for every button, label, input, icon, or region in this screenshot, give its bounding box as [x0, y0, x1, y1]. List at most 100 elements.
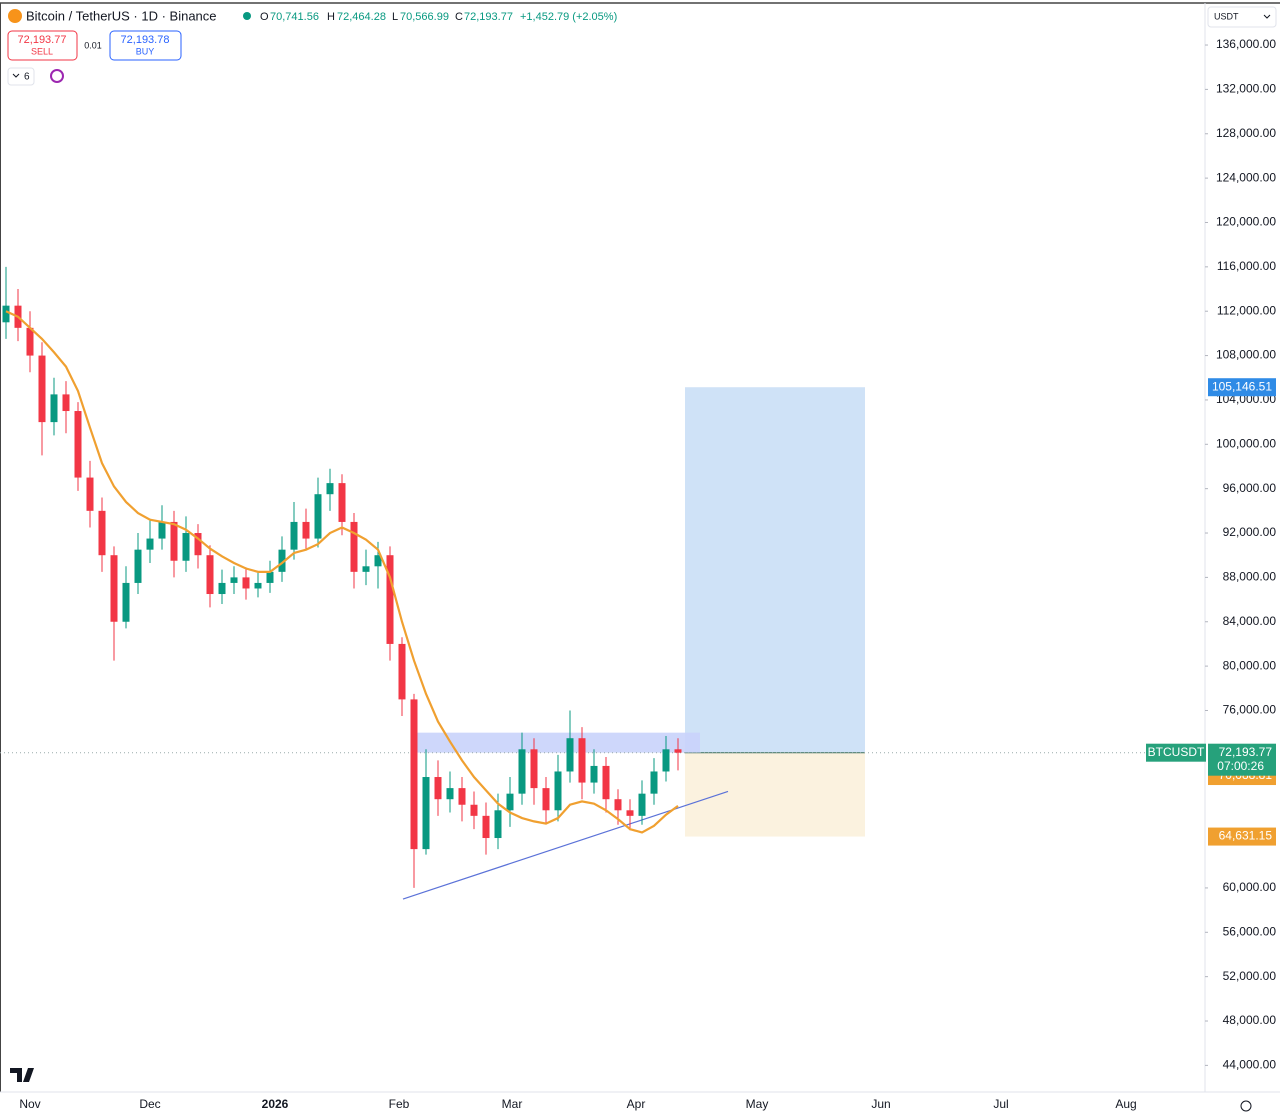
candle-body	[122, 582, 130, 622]
y-tick-label: 52,000.00	[1223, 969, 1277, 983]
candle-body	[134, 549, 142, 583]
sell-price: 72,193.77	[18, 34, 67, 46]
candle-body	[314, 494, 322, 539]
candle-body	[62, 394, 70, 412]
y-tick-label: 88,000.00	[1223, 570, 1277, 584]
candle-body	[302, 521, 310, 539]
x-tick-label: Dec	[139, 1097, 160, 1111]
candle-body	[410, 699, 418, 850]
y-tick-label: 120,000.00	[1216, 215, 1276, 229]
candle-body	[458, 788, 466, 805]
candle-body	[578, 738, 586, 783]
candle-body	[386, 555, 394, 644]
indicators-toggle[interactable]	[7, 67, 35, 86]
candle-body	[662, 749, 670, 772]
y-tick-label: 116,000.00	[1217, 259, 1276, 273]
candle-body	[194, 533, 202, 556]
candle-body	[2, 305, 10, 323]
x-tick-label: May	[746, 1097, 769, 1111]
y-tick-label: 112,000.00	[1217, 303, 1276, 317]
y-tick-label: 44,000.00	[1223, 1058, 1277, 1072]
candle-body	[278, 549, 286, 572]
candle-body	[494, 810, 502, 839]
candle-body	[518, 749, 526, 794]
profit-zone	[685, 387, 865, 753]
price-badge	[1208, 378, 1276, 397]
price-badge	[1208, 827, 1276, 846]
ohlc-value: 70,741.56	[270, 11, 319, 23]
candle-body	[146, 538, 154, 550]
candle-body	[350, 521, 358, 572]
candle-body	[110, 555, 118, 622]
candle-body	[182, 533, 190, 561]
candle-body	[170, 521, 178, 561]
buy-button[interactable]	[109, 30, 182, 61]
candle-body	[638, 793, 646, 816]
y-tick-label: 100,000.00	[1216, 436, 1276, 450]
x-tick-label: Mar	[502, 1097, 523, 1111]
status-dot	[243, 12, 251, 20]
chevron-icon	[12, 73, 20, 78]
candle-body	[338, 483, 346, 522]
sell-button[interactable]	[7, 30, 78, 61]
coin-icon	[8, 9, 22, 23]
x-tick-label: 2026	[262, 1097, 289, 1111]
sync-icon[interactable]	[50, 69, 64, 83]
candle-body	[422, 777, 430, 850]
candle-body	[590, 765, 598, 783]
symbol-badge	[1146, 743, 1206, 762]
y-tick-label: 84,000.00	[1223, 614, 1277, 628]
x-tick-label: Nov	[19, 1097, 40, 1111]
countdown: 07:00:26	[1217, 759, 1264, 773]
candle-body	[602, 765, 610, 800]
loss-zone	[685, 752, 865, 837]
candle-body	[482, 815, 490, 839]
y-tick-label: 108,000.00	[1216, 348, 1276, 362]
y-tick-label: 136,000.00	[1216, 37, 1276, 51]
candle-body	[398, 643, 406, 700]
ohlc-label: H	[327, 11, 335, 23]
candle-body	[434, 777, 442, 800]
y-tick-label: 76,000.00	[1223, 703, 1277, 717]
candle-body	[470, 804, 478, 816]
candle-body	[362, 566, 370, 572]
candle-body	[74, 411, 82, 478]
y-tick-label: 60,000.00	[1223, 880, 1277, 894]
candle-body	[542, 788, 550, 811]
y-tick-label: 128,000.00	[1216, 126, 1276, 140]
logo	[10, 1068, 34, 1082]
buy-label: BUY	[136, 46, 155, 56]
price-badge-label: 105,146.51	[1212, 379, 1272, 393]
candle-body	[26, 327, 34, 356]
candle-body	[674, 749, 682, 753]
indicators-count: 6	[24, 72, 30, 83]
symbol-badge-label: BTCUSDT	[1148, 745, 1205, 759]
chevron-icon	[1263, 14, 1271, 19]
currency: USDT	[1214, 11, 1239, 21]
x-tick-label: Feb	[389, 1097, 410, 1111]
candle-body	[266, 571, 274, 583]
ohlc-value: 72,464.28	[337, 11, 386, 23]
x-tick-label: Aug	[1115, 1097, 1136, 1111]
buy-price: 72,193.78	[121, 34, 170, 46]
last-price-label: 72,193.77	[1219, 745, 1273, 759]
settings-icon[interactable]	[1240, 1100, 1252, 1112]
candle-body	[566, 738, 574, 772]
y-tick-label: 92,000.00	[1223, 525, 1277, 539]
symbol: Bitcoin / TetherUS · 1D · Binance	[26, 8, 217, 23]
y-tick-label: 124,000.00	[1216, 170, 1276, 184]
sell-label: SELL	[31, 46, 53, 56]
candle-body	[242, 577, 250, 589]
candle-body	[626, 810, 634, 816]
x-tick-label: Apr	[627, 1097, 646, 1111]
currency-select[interactable]	[1207, 6, 1277, 28]
last-price-badge	[1208, 743, 1276, 776]
ohlc-label: L	[392, 11, 398, 23]
moving-average	[5, 310, 679, 834]
price-badge-label: 64,631.15	[1219, 829, 1273, 843]
ohlc-label: C	[455, 11, 463, 23]
ohlc-value: 70,566.99	[400, 11, 449, 23]
candle-body	[206, 555, 214, 595]
legend: Bitcoin / TetherUS · 1D · Binance O 70,7…	[7, 6, 1277, 86]
